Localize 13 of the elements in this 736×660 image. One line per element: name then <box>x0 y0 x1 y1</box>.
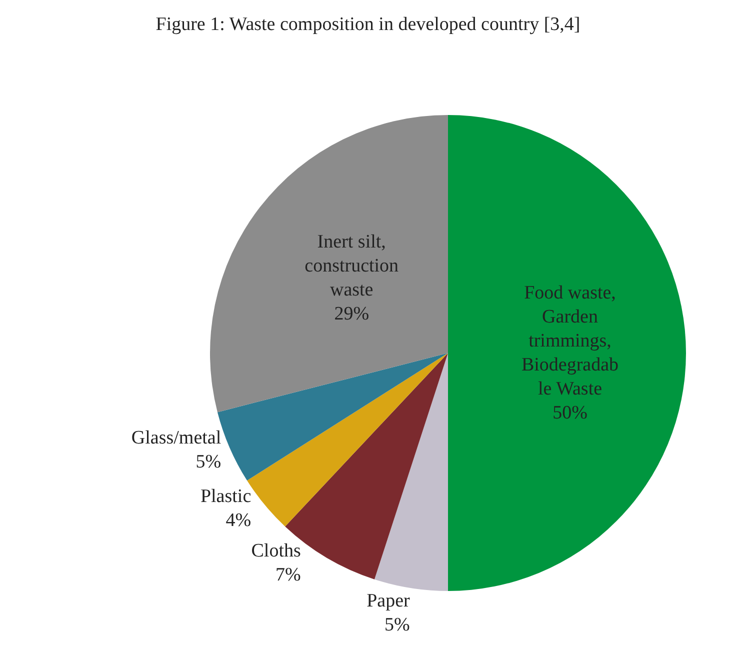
data-label: 4% <box>226 510 252 532</box>
data-label: 50% <box>552 402 588 424</box>
slice-label: Plastic <box>200 486 252 508</box>
data-label: 5% <box>384 614 410 636</box>
chart-title: Figure 1: Waste composition in developed country [3,4] <box>156 14 580 35</box>
data-label: 7% <box>276 564 302 586</box>
slice-label: Inert silt, construction waste <box>304 232 400 301</box>
slice-label: Food waste, Garden trimmings, Biodegradab le Waste <box>521 282 619 400</box>
slice-label: Cloths <box>251 540 301 562</box>
slice-label: Paper <box>366 590 410 612</box>
data-label: 5% <box>196 451 222 472</box>
slice-label: Glass/metal <box>131 427 222 448</box>
data-label: 29% <box>334 304 370 325</box>
